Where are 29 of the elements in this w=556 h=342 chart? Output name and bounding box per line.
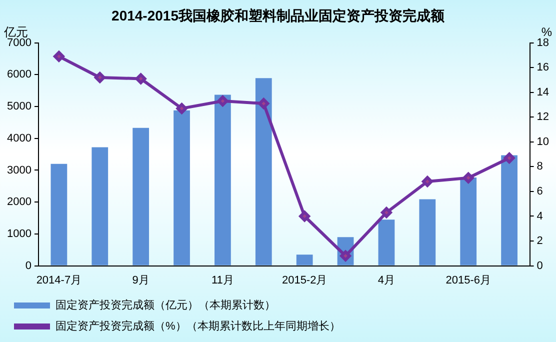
y2-tick-label: 8 — [536, 160, 543, 173]
y2-tick-label: 10 — [536, 136, 550, 148]
x-tick-label: 2015-6月 — [446, 274, 491, 286]
y2-tick-label: 0 — [536, 260, 543, 272]
x-tick-label: 11月 — [211, 274, 234, 286]
chart-title: 2014-2015我国橡胶和塑料制品业固定资产投资完成额 — [112, 7, 446, 24]
y2-tick-label: 16 — [536, 62, 550, 74]
y2-tick-label: 6 — [536, 186, 543, 198]
y-axis-title: 亿元 — [3, 25, 28, 40]
y-tick-label: 6000 — [6, 68, 32, 81]
y-tick-label: 3000 — [6, 164, 32, 176]
x-tick-label: 9月 — [132, 274, 150, 286]
y2-tick-label: 18 — [536, 36, 550, 49]
y-tick-label: 1000 — [6, 228, 32, 240]
y-tick-label: 5000 — [6, 100, 32, 113]
y2-tick-label: 14 — [536, 86, 550, 98]
y-tick-label: 4000 — [6, 132, 32, 144]
y2-axis-title: % — [541, 25, 552, 40]
y-tick-label: 0 — [25, 260, 32, 272]
y2-tick-label: 2 — [536, 235, 543, 248]
y2-tick-label: 4 — [536, 210, 543, 222]
x-tick-label: 2015-2月 — [282, 274, 328, 286]
y-tick-label: 2000 — [6, 196, 32, 208]
legend-label: 固定资产投资完成额（%）（本期累计数比上年同期增长） — [56, 320, 340, 333]
y-tick-label: 7000 — [6, 36, 32, 49]
y2-tick-label: 12 — [536, 111, 550, 124]
x-tick-label: 2014-7月 — [36, 274, 82, 286]
x-tick-label: 4月 — [378, 274, 396, 286]
legend-label: 固定资产投资完成额（亿元）（本期累计数） — [56, 298, 276, 312]
